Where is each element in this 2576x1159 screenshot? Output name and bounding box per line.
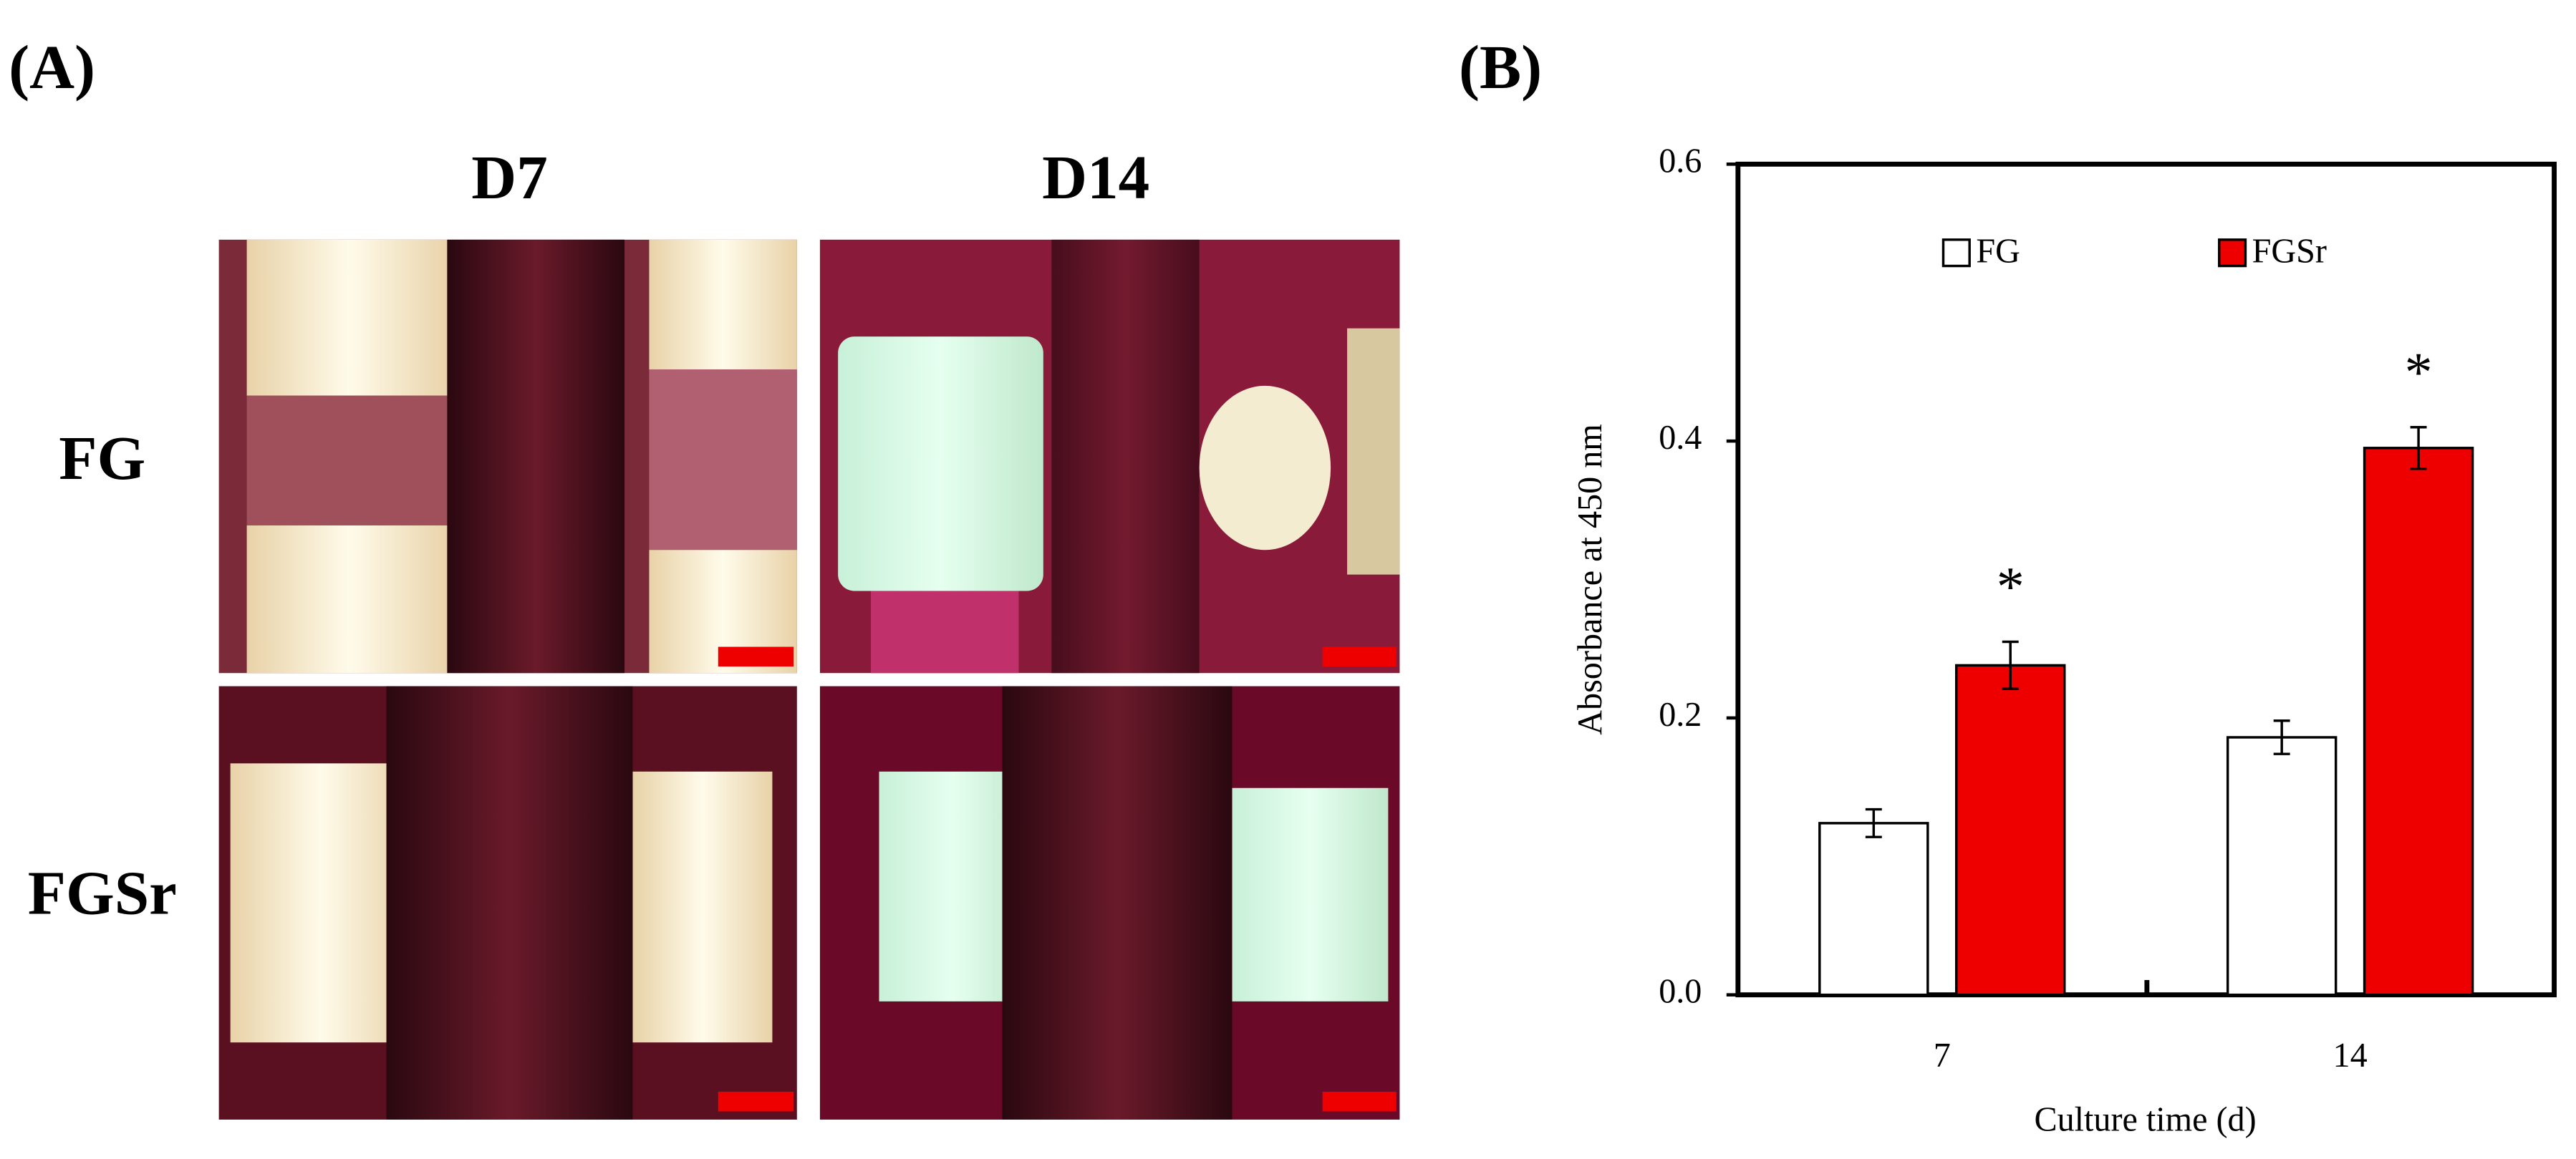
bar xyxy=(1818,822,1929,996)
y-tick-label: 0.4 xyxy=(1659,419,1702,457)
bar xyxy=(2226,736,2338,996)
error-bar xyxy=(2002,640,2019,690)
x-tick-label: 7 xyxy=(1934,1037,1951,1075)
error-bar xyxy=(2273,719,2290,755)
panel-label: (B) xyxy=(1459,32,1542,102)
micrograph xyxy=(819,239,1400,674)
bar xyxy=(1954,664,2066,996)
column-label: D14 xyxy=(1042,142,1149,212)
y-tick-label: 0.2 xyxy=(1659,696,1702,734)
x-axis-title: Culture time (d) xyxy=(2034,1101,2256,1139)
legend-label: FG xyxy=(1976,232,2020,270)
error-bar xyxy=(2410,426,2427,470)
panel-label: (A) xyxy=(9,32,95,102)
error-bar xyxy=(1865,808,1882,838)
micrograph xyxy=(218,239,797,674)
legend-swatch xyxy=(1941,238,1971,268)
legend-swatch xyxy=(2218,238,2247,268)
row-label: FG xyxy=(59,423,145,493)
micrograph xyxy=(218,686,797,1120)
y-tick-label: 0.0 xyxy=(1659,973,1702,1011)
y-axis-title: Absorbance at 450 nm xyxy=(1571,424,1609,734)
y-tick-label: 0.6 xyxy=(1659,142,1702,180)
bar xyxy=(2363,447,2474,996)
row-label: FGSr xyxy=(28,858,177,928)
micrograph xyxy=(819,686,1400,1120)
x-tick-label: 14 xyxy=(2333,1037,2368,1075)
column-label: D7 xyxy=(471,142,547,212)
annotation: * xyxy=(1997,556,2025,618)
annotation: * xyxy=(2405,341,2433,403)
legend-label: FGSr xyxy=(2252,232,2327,270)
